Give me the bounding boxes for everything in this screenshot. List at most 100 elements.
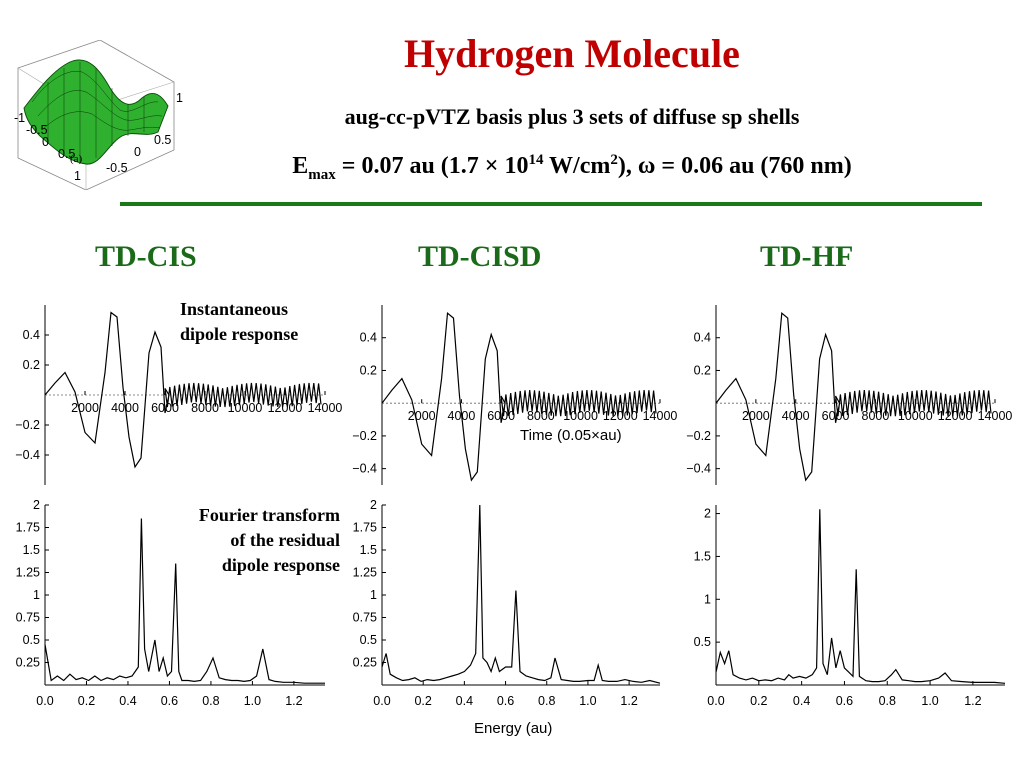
series-line [715,312,992,482]
x-tick-label: 12000 [938,409,973,423]
surface-plot-thumbnail: (a) -1 -0.5 0 0.5 1 -0.5 0 0.5 1 [14,40,183,190]
y-tick-label: 0.5 [694,635,711,649]
y-tick-label: 2 [370,498,377,512]
y-tick-label: 0.2 [23,358,40,372]
y-tick-label: 0.25 [16,656,40,670]
x-tick-label: 8000 [191,401,219,415]
field-sup2: 2 [610,152,618,168]
dipole-note: Instantaneous dipole response [180,297,298,347]
y-tick-label: 1.25 [353,566,377,580]
series-line [381,504,661,684]
energy-axis-label: Energy (au) [474,720,553,737]
field-mid: = 0.07 au (1.7 × 10 [335,153,529,179]
y-tick-label: 0.75 [16,611,40,625]
x-tick-label: 1.0 [921,694,938,708]
x-tick-label: 8000 [862,409,890,423]
fourier-note-line2: of the residual [230,530,340,550]
x-tick-label: 0.2 [750,694,767,708]
slide-title: Hydrogen Molecule [404,31,740,76]
thumb-tick: -0.5 [106,161,128,175]
field-mid2: W/cm [543,153,611,179]
thumb-tick: 0.5 [154,133,171,147]
x-tick-label: 0.0 [373,694,390,708]
y-tick-label: 0.2 [694,363,711,377]
thumb-tick: -1 [14,111,25,125]
y-tick-label: 1.5 [694,549,711,563]
y-tick-label: 1 [370,588,377,602]
x-tick-label: 1.0 [244,694,261,708]
x-tick-label: 0.8 [538,694,555,708]
thumb-tick: 1 [74,169,81,183]
thumb-tick: 0 [42,135,49,149]
x-tick-label: 1.2 [620,694,637,708]
x-tick-label: 0.0 [707,694,724,708]
x-tick-label: 14000 [643,409,678,423]
series-line [44,311,322,469]
fourier-note-line3: dipole response [221,555,340,575]
x-tick-label: 0.2 [78,694,95,708]
basis-subtitle: aug-cc-pVTZ basis plus 3 sets of diffuse… [344,104,800,129]
x-tick-label: 2000 [71,401,99,415]
y-tick-label: 0.4 [360,331,377,345]
x-tick-label: 12000 [603,409,638,423]
y-tick-label: 1 [33,588,40,602]
x-tick-label: 12000 [268,401,303,415]
x-tick-label: 0.4 [119,694,136,708]
y-tick-label: 1.5 [360,543,377,557]
y-tick-label: 0.2 [360,363,377,377]
method-td-cisd: TD-CISD [418,240,542,273]
field-parameters: Emax = 0.07 au (1.7 × 1014 W/cm2), ω = 0… [0,152,1024,184]
x-tick-label: 1.2 [285,694,302,708]
x-tick-label: 2000 [408,409,436,423]
y-tick-label: 0.5 [23,633,40,647]
x-tick-label: 1.0 [579,694,596,708]
dipole-note-line1: Instantaneous [180,299,289,319]
y-tick-label: −0.2 [352,429,377,443]
y-tick-label: 1.25 [16,566,40,580]
y-tick-label: 1 [704,592,711,606]
x-tick-label: 0.0 [36,694,53,708]
x-tick-label: 0.6 [497,694,514,708]
x-tick-label: 8000 [527,409,555,423]
field-end: ), ω = 0.06 au (760 nm) [617,153,852,179]
x-tick-label: 10000 [228,401,263,415]
x-tick-label: 10000 [898,409,933,423]
x-tick-label: 0.4 [793,694,810,708]
thumb-tick: -0.5 [26,123,48,137]
x-tick-label: 0.6 [836,694,853,708]
time-axis-label: Time (0.05×au) [520,427,622,444]
x-tick-label: 14000 [308,401,343,415]
x-tick-label: 10000 [563,409,598,423]
thumb-tick: 0 [134,145,141,159]
method-td-hf: TD-HF [760,240,854,273]
series-line [715,509,1006,684]
x-tick-label: 0.8 [879,694,896,708]
y-tick-label: −0.4 [686,462,711,476]
y-tick-label: 2 [704,507,711,521]
y-tick-label: −0.4 [352,462,377,476]
y-tick-label: −0.4 [15,448,40,462]
y-tick-label: 1.5 [23,543,40,557]
x-tick-label: 0.2 [414,694,431,708]
method-td-cis: TD-CIS [95,240,197,273]
field-exp: 14 [528,152,544,168]
thumb-tick: 1 [176,91,183,105]
green-divider [120,202,982,206]
y-tick-label: −0.2 [15,418,40,432]
dipole-note-line2: dipole response [180,324,299,344]
series-line [44,518,325,684]
y-tick-label: 1.75 [353,521,377,535]
fourier-note-line1: Fourier transform [198,505,340,525]
series-line [381,312,657,482]
y-tick-label: −0.2 [686,429,711,443]
fourier-note: Fourier transform of the residual dipole… [140,503,340,578]
y-tick-label: 0.75 [353,611,377,625]
thumbnail-label: (a) [70,153,83,165]
y-tick-label: 1.75 [16,521,40,535]
x-tick-label: 1.2 [964,694,981,708]
x-tick-label: 14000 [978,409,1013,423]
y-tick-label: 0.4 [694,331,711,345]
x-tick-label: 0.6 [161,694,178,708]
x-tick-label: 2000 [742,409,770,423]
